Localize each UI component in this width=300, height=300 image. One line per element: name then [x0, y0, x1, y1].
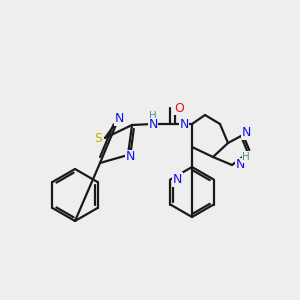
Text: S: S [94, 131, 102, 145]
Text: O: O [174, 101, 184, 115]
Text: N: N [235, 158, 245, 172]
Text: H: H [149, 111, 157, 121]
Text: H: H [242, 152, 250, 162]
Text: N: N [148, 118, 158, 131]
Text: N: N [241, 127, 251, 140]
Text: N: N [173, 173, 182, 186]
Text: N: N [125, 151, 135, 164]
Text: N: N [114, 112, 124, 125]
Text: N: N [179, 118, 189, 130]
